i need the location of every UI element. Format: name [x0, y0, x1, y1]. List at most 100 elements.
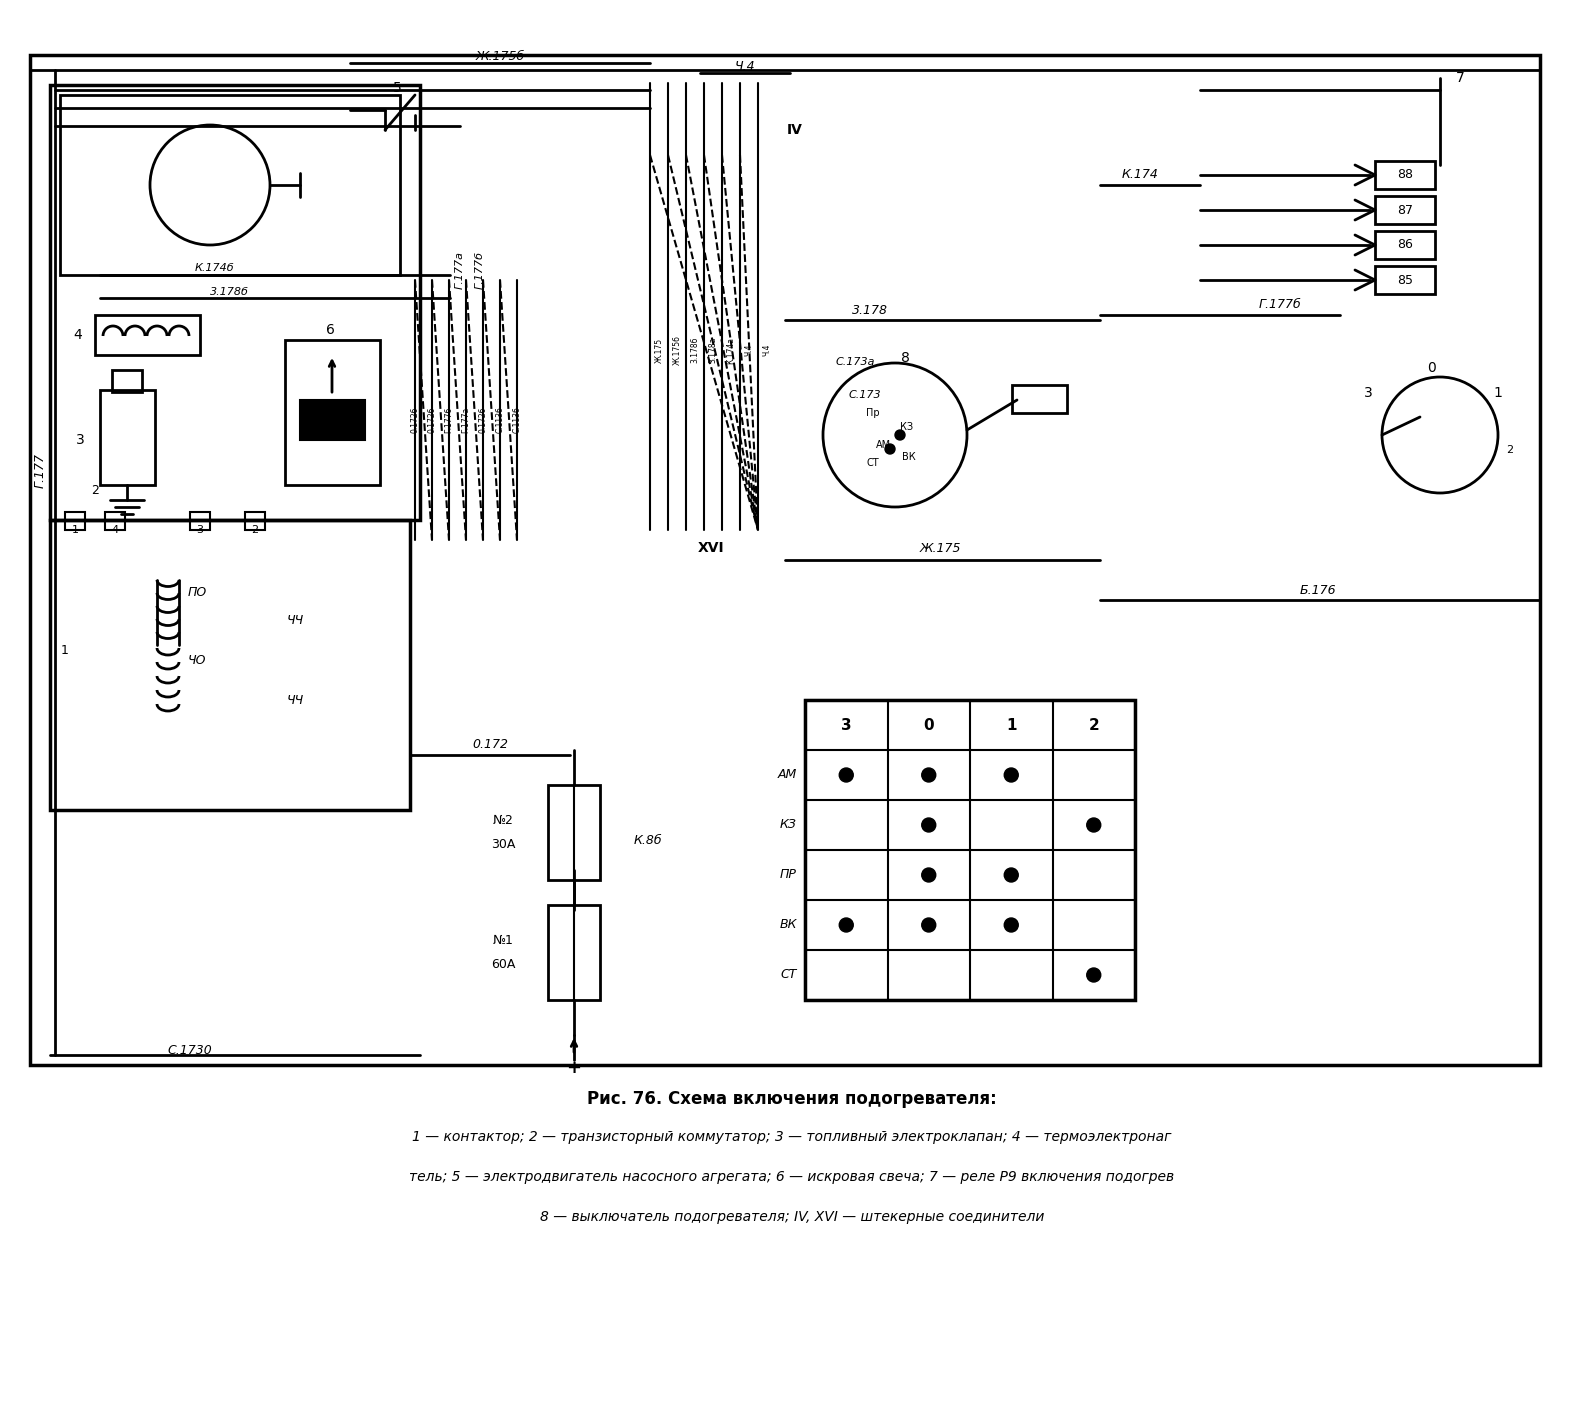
- Text: 3: 3: [76, 433, 84, 447]
- Text: 0.172б: 0.172б: [410, 406, 420, 433]
- Text: Г.177а: Г.177а: [455, 251, 466, 290]
- Text: IV: IV: [787, 124, 803, 136]
- Text: 6: 6: [326, 322, 334, 337]
- Text: №2: №2: [493, 814, 513, 826]
- Text: К.174б: К.174б: [195, 263, 234, 273]
- Text: 2: 2: [1506, 444, 1514, 454]
- Text: ПО: ПО: [188, 586, 208, 599]
- Bar: [51, 85, 420, 520]
- Text: 3.178б: 3.178б: [691, 337, 700, 364]
- Bar: [30, 55, 1540, 1065]
- Circle shape: [840, 768, 854, 782]
- Circle shape: [922, 818, 936, 832]
- Bar: [105, 513, 125, 530]
- Circle shape: [1004, 768, 1019, 782]
- Text: Ж.175б: Ж.175б: [475, 51, 524, 64]
- Text: 1: 1: [62, 643, 70, 656]
- Text: АМ: АМ: [876, 440, 890, 450]
- Bar: [65, 513, 86, 530]
- Text: +: +: [567, 1059, 581, 1076]
- Text: Ч.4: Ч.4: [735, 61, 756, 74]
- Bar: [95, 315, 200, 355]
- Circle shape: [922, 917, 936, 932]
- Text: 4: 4: [73, 328, 82, 342]
- Text: Ч.4: Ч.4: [744, 344, 754, 356]
- Text: К.174а: К.174а: [727, 337, 735, 364]
- Text: 3: 3: [841, 717, 852, 733]
- Text: 5: 5: [393, 81, 401, 95]
- Text: 2: 2: [252, 525, 258, 535]
- Text: 3: 3: [1364, 386, 1372, 400]
- Text: Ж.175: Ж.175: [919, 541, 961, 554]
- Bar: [548, 785, 600, 880]
- Text: 0.172б: 0.172б: [478, 406, 488, 433]
- Bar: [548, 905, 600, 1000]
- Text: 0: 0: [923, 717, 935, 733]
- Text: ЧЧ: ЧЧ: [287, 613, 304, 626]
- Text: Г.177б: Г.177б: [445, 408, 453, 433]
- Text: Ж.175б: Ж.175б: [673, 335, 681, 365]
- Bar: [285, 339, 380, 486]
- Circle shape: [1087, 968, 1101, 983]
- Bar: [805, 700, 1136, 1000]
- Text: 1: 1: [1006, 717, 1017, 733]
- Text: 1: 1: [1494, 386, 1503, 400]
- Text: 4: 4: [111, 525, 119, 535]
- Text: Рис. 76. Схема включения подогревателя:: Рис. 76. Схема включения подогревателя:: [588, 1091, 996, 1108]
- Text: Пр: Пр: [866, 408, 879, 417]
- Text: Г.177: Г.177: [33, 453, 46, 487]
- Text: 87: 87: [1397, 203, 1413, 216]
- Text: 86: 86: [1397, 239, 1413, 251]
- Text: Г.177б: Г.177б: [475, 251, 485, 290]
- Bar: [1375, 266, 1435, 294]
- Text: 0: 0: [1427, 361, 1437, 375]
- Circle shape: [1087, 818, 1101, 832]
- Text: С.173а: С.173а: [835, 356, 874, 366]
- Circle shape: [922, 868, 936, 882]
- Text: тель; 5 — электродвигатель насосного агрегата; 6 — искровая свеча; 7 — реле Р9 в: тель; 5 — электродвигатель насосного агр…: [409, 1170, 1175, 1184]
- Bar: [1375, 231, 1435, 258]
- Text: 60А: 60А: [491, 959, 515, 971]
- Text: АМ: АМ: [778, 768, 797, 781]
- Bar: [112, 371, 143, 392]
- Text: ВК: ВК: [779, 919, 797, 932]
- Text: 30А: 30А: [491, 838, 515, 852]
- Bar: [299, 400, 364, 440]
- Text: Ч.4: Ч.4: [762, 344, 771, 356]
- Text: 1: 1: [71, 525, 79, 535]
- Bar: [1375, 160, 1435, 189]
- Text: 2: 2: [1088, 717, 1099, 733]
- Text: КЗ: КЗ: [900, 422, 914, 432]
- Bar: [1375, 196, 1435, 224]
- Text: 2: 2: [90, 483, 98, 497]
- Text: ВК: ВК: [903, 452, 916, 462]
- Bar: [1012, 385, 1068, 413]
- Text: С.113б: С.113б: [496, 406, 504, 433]
- Bar: [246, 513, 265, 530]
- Bar: [100, 391, 155, 486]
- Text: Г.177б: Г.177б: [1259, 298, 1302, 311]
- Bar: [51, 520, 410, 809]
- Text: С.1730: С.1730: [168, 1044, 212, 1056]
- Text: 3.178: 3.178: [852, 304, 889, 317]
- Text: ЧО: ЧО: [188, 653, 206, 666]
- Circle shape: [840, 917, 854, 932]
- Text: ПР: ПР: [781, 869, 797, 882]
- Text: К.174: К.174: [1121, 169, 1158, 182]
- Text: 0.172б: 0.172б: [428, 406, 437, 433]
- Text: 3.178а: 3.178а: [708, 337, 718, 364]
- Text: С.113б: С.113б: [513, 406, 521, 433]
- Text: Г.177а: Г.177а: [461, 408, 470, 433]
- Circle shape: [885, 444, 895, 454]
- Text: 3.178б: 3.178б: [211, 287, 249, 297]
- Bar: [190, 513, 211, 530]
- Text: 1 — контактор; 2 — транзисторный коммутатор; 3 — топливный электроклапан; 4 — те: 1 — контактор; 2 — транзисторный коммута…: [412, 1130, 1172, 1145]
- Text: С.173: С.173: [849, 391, 881, 400]
- Text: 3: 3: [196, 525, 203, 535]
- Text: К.8б: К.8б: [634, 834, 662, 846]
- Text: №1: №1: [493, 933, 513, 947]
- Text: Б.176: Б.176: [1300, 584, 1337, 596]
- Text: 8 — выключатель подогревателя; ІV, XVI — штекерные соединители: 8 — выключатель подогревателя; ІV, XVI —…: [540, 1210, 1044, 1224]
- Text: 0.172: 0.172: [472, 738, 508, 751]
- Circle shape: [895, 430, 904, 440]
